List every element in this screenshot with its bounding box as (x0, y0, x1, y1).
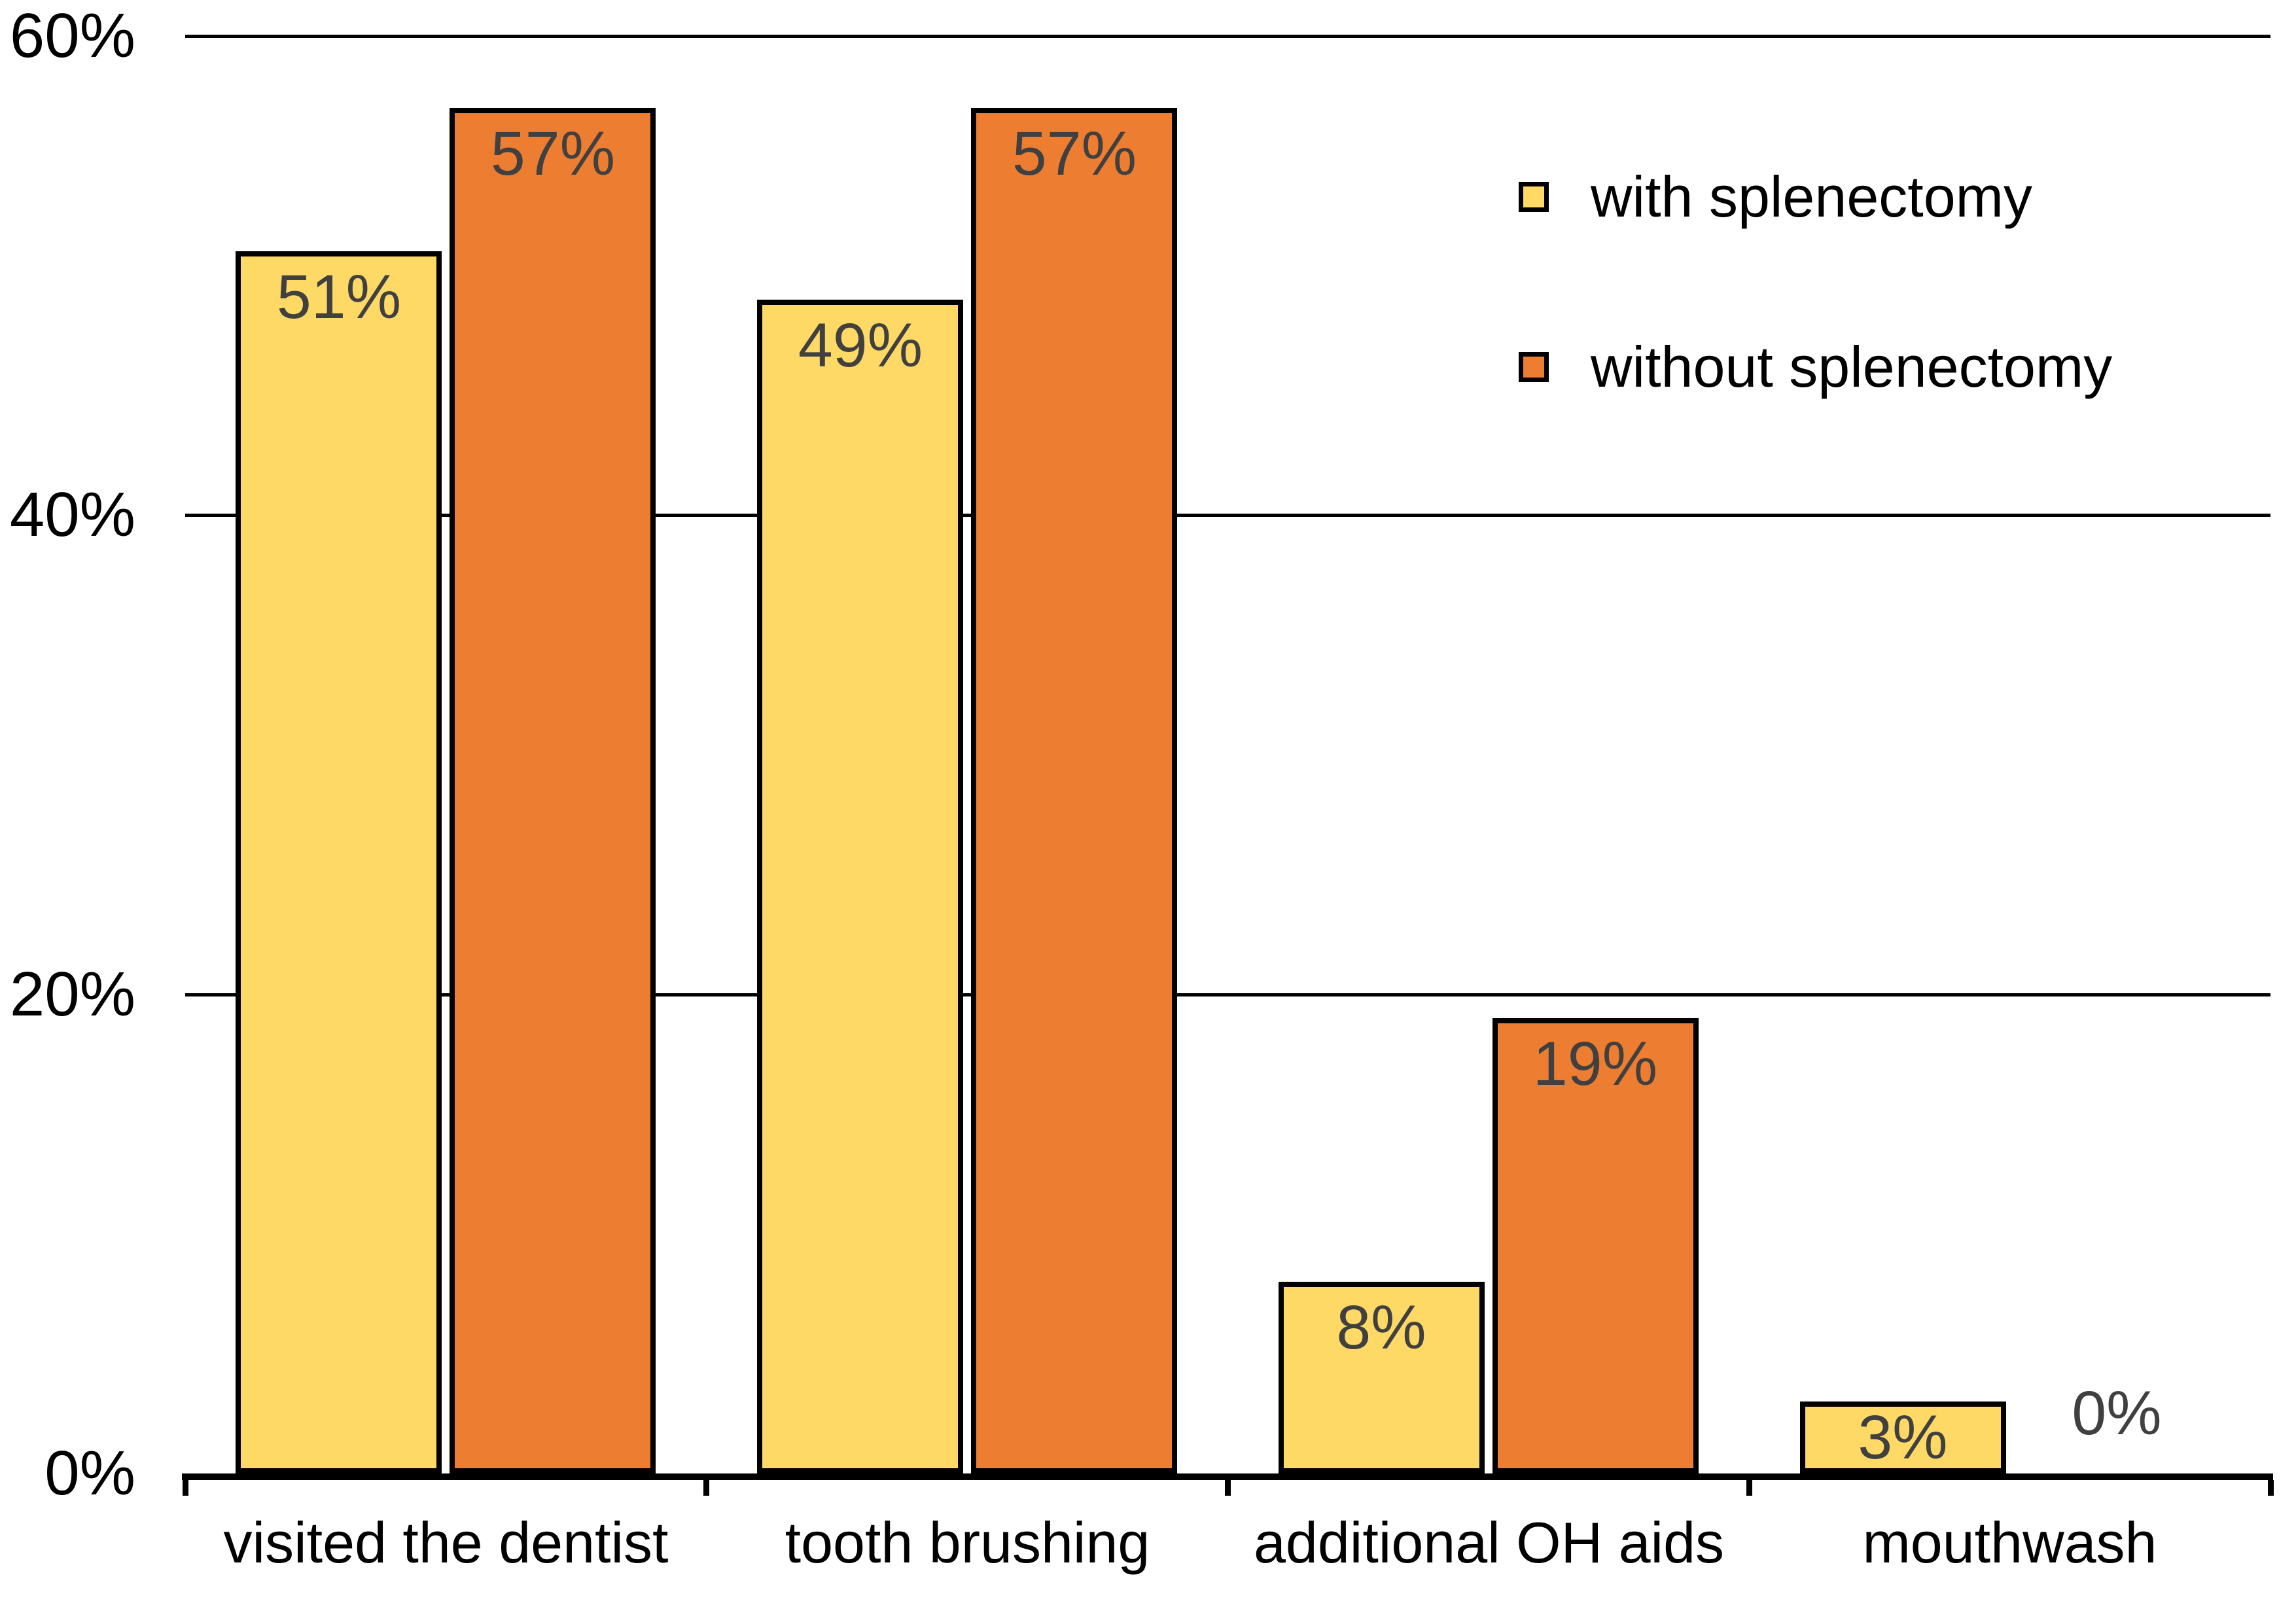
legend-label-without-splenectomy: without splenectomy (1591, 334, 2113, 399)
bar-without-splenectomy-visited-the-dentist (450, 108, 656, 1473)
x-axis-label-visited-the-dentist: visited the dentist (223, 1510, 669, 1575)
x-axis-tick-2 (1225, 1480, 1231, 1496)
bar-with-splenectomy-additional-oh-aids (1279, 1282, 1485, 1473)
value-label-with-splenectomy-additional-oh-aids: 8% (1336, 1293, 1426, 1362)
value-label-without-splenectomy-visited-the-dentist: 57% (490, 119, 616, 188)
x-axis-tick-1 (703, 1480, 709, 1496)
value-label-with-splenectomy-visited-the-dentist: 51% (276, 262, 402, 332)
legend-swatch-with-splenectomy (1519, 181, 1549, 212)
gridline-40pct (185, 514, 2270, 517)
x-axis-label-tooth-brushing: tooth brushing (785, 1510, 1150, 1575)
bar-without-splenectomy-additional-oh-aids (1492, 1018, 1699, 1473)
x-axis-label-additional-oh-aids: additional OH aids (1253, 1510, 1725, 1575)
x-axis-tick-4 (2268, 1480, 2274, 1496)
legend-item-without-splenectomy: without splenectomy (1519, 334, 2113, 399)
x-axis-label-mouthwash: mouthwash (1862, 1510, 2157, 1575)
gridline-60pct (185, 35, 2270, 38)
value-label-with-splenectomy-tooth-brushing: 49% (798, 311, 923, 380)
y-axis-label-20pct: 20% (9, 959, 135, 1029)
value-label-with-splenectomy-mouthwash: 3% (1858, 1403, 1948, 1472)
x-axis-line (182, 1473, 2273, 1480)
y-axis-label-60pct: 60% (9, 1, 135, 71)
legend-swatch-without-splenectomy (1519, 351, 1549, 382)
bar-without-splenectomy-tooth-brushing (971, 108, 1177, 1473)
y-axis-label-0pct: 0% (44, 1438, 135, 1508)
bar-with-splenectomy-tooth-brushing (757, 300, 963, 1473)
bar-with-splenectomy-mouthwash (1800, 1402, 2006, 1473)
value-label-without-splenectomy-mouthwash: 0% (2072, 1379, 2162, 1448)
x-axis-tick-3 (1746, 1480, 1752, 1496)
y-axis-label-40pct: 40% (9, 480, 135, 550)
gridline-20pct (185, 993, 2270, 996)
x-axis-tick-0 (183, 1480, 188, 1496)
value-label-without-splenectomy-additional-oh-aids: 19% (1532, 1029, 1658, 1099)
value-label-without-splenectomy-tooth-brushing: 57% (1012, 119, 1137, 188)
legend-label-with-splenectomy: with splenectomy (1591, 164, 2032, 229)
legend-item-with-splenectomy: with splenectomy (1519, 164, 2032, 229)
bar-with-splenectomy-visited-the-dentist (236, 251, 442, 1473)
